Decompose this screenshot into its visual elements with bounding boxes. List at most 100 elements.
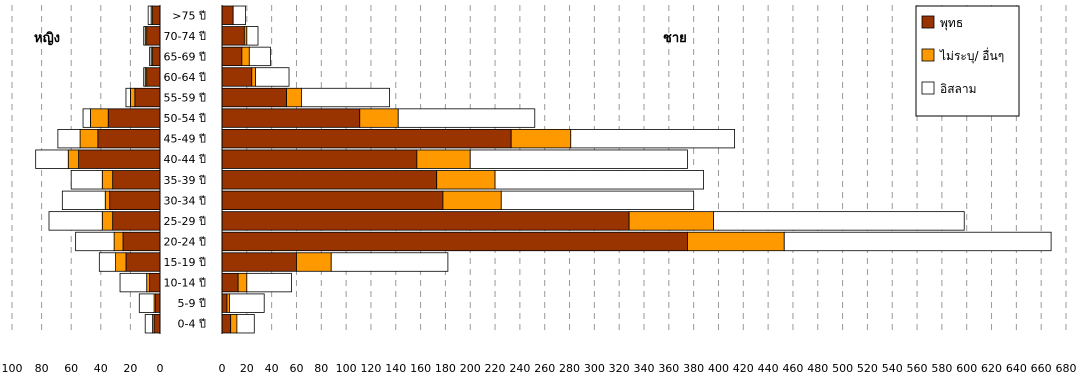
male-bar [241, 46, 250, 67]
female-bar [109, 190, 161, 210]
category-label: 15-19 ปี [164, 256, 206, 269]
category-label: 60-64 ปี [164, 71, 206, 84]
male-bar [783, 231, 1052, 252]
female-bar [101, 170, 114, 190]
male-bar [237, 272, 248, 293]
male-bar [221, 46, 243, 67]
male-bar [628, 211, 714, 231]
male-side-label: ชาย [663, 31, 687, 46]
male-tick-label: 0 [219, 362, 226, 375]
male-tick-label: 500 [832, 362, 853, 375]
male-tick-label: 120 [360, 362, 381, 375]
female-bar [147, 5, 152, 25]
female-tick-label: 40 [94, 362, 108, 375]
legend-swatch [921, 81, 935, 95]
male-tick-label: 260 [534, 362, 555, 375]
male-tick-label: 660 [1031, 362, 1052, 375]
male-bar [221, 293, 228, 313]
female-tick-label: 20 [123, 362, 137, 375]
male-bar [221, 314, 232, 334]
male-tick-label: 320 [609, 362, 630, 375]
male-bar [221, 5, 234, 25]
male-bar [469, 149, 688, 169]
female-bar [35, 149, 69, 169]
female-bar [146, 272, 151, 293]
female-bar [104, 190, 111, 210]
category-label: 45-49 ปี [164, 133, 206, 146]
male-bar [221, 190, 444, 210]
category-label: 5-9 ปี [178, 297, 206, 310]
male-bar [221, 149, 418, 169]
male-tick-label: 420 [733, 362, 754, 375]
female-tick-label: 80 [35, 362, 49, 375]
legend-label: อิสลาม [940, 82, 977, 96]
male-tick-label: 240 [509, 362, 530, 375]
male-bar [248, 46, 271, 67]
female-bar [149, 272, 161, 293]
female-bar [153, 314, 161, 334]
male-bar [255, 67, 290, 87]
category-label: >75 ปี [172, 9, 206, 22]
female-bar [107, 108, 161, 128]
male-bar [232, 5, 246, 25]
category-label: 70-74 ปี [164, 30, 206, 43]
female-bar [48, 211, 103, 231]
female-bar [67, 149, 79, 169]
category-label: 35-39 ปี [164, 174, 206, 187]
male-tick-label: 620 [981, 362, 1002, 375]
female-bar [152, 5, 161, 25]
category-label: 10-14 ปี [164, 277, 206, 290]
male-tick-label: 560 [907, 362, 928, 375]
male-bar [570, 129, 736, 149]
male-tick-label: 80 [314, 362, 328, 375]
male-bar [510, 129, 572, 149]
male-bar [221, 67, 253, 87]
female-bar [75, 231, 115, 252]
female-bar [98, 252, 117, 272]
male-tick-label: 60 [289, 362, 303, 375]
male-bar [397, 108, 536, 128]
male-bar [221, 170, 438, 190]
male-bar [330, 252, 449, 272]
male-tick-label: 640 [1006, 362, 1027, 375]
male-bar [221, 252, 297, 272]
male-bar [229, 293, 265, 313]
category-label: 25-29 ปี [164, 215, 206, 228]
female-bar [144, 314, 153, 334]
male-bar [416, 149, 471, 169]
male-tick-label: 140 [385, 362, 406, 375]
male-tick-label: 520 [857, 362, 878, 375]
male-bar [494, 170, 704, 190]
male-tick-label: 460 [782, 362, 803, 375]
male-bar [221, 87, 287, 108]
male-bar [230, 314, 238, 334]
female-bar [146, 67, 161, 87]
female-bar [125, 87, 131, 108]
female-bar [82, 108, 91, 128]
male-bar [221, 26, 245, 46]
legend-label: พุทธ [940, 16, 963, 31]
male-bar [436, 170, 496, 190]
female-bar [78, 149, 161, 169]
female-bar [112, 211, 161, 231]
female-tick-label: 100 [2, 362, 23, 375]
legend-swatch [921, 48, 935, 62]
male-tick-label: 220 [485, 362, 506, 375]
male-bar [301, 87, 390, 108]
male-tick-label: 540 [882, 362, 903, 375]
male-tick-label: 480 [807, 362, 828, 375]
male-tick-label: 300 [584, 362, 605, 375]
category-label: 30-34 ปี [164, 194, 206, 207]
male-bar [286, 87, 302, 108]
category-label: 65-69 ปี [164, 50, 206, 63]
male-tick-label: 400 [708, 362, 729, 375]
male-bar [221, 129, 512, 149]
male-tick-label: 20 [240, 362, 254, 375]
male-bar [687, 231, 785, 252]
female-bar [125, 252, 161, 272]
male-tick-label: 180 [435, 362, 456, 375]
male-tick-label: 280 [559, 362, 580, 375]
female-bar [112, 170, 161, 190]
